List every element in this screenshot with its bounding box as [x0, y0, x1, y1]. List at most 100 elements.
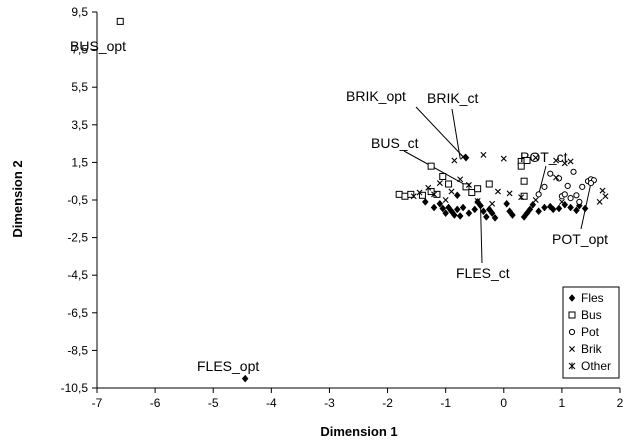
data-point-bus [468, 188, 476, 196]
data-point-fles [436, 199, 444, 208]
data-point-brik [416, 189, 423, 196]
data-point-brik [480, 151, 487, 158]
annotation-label: POT_ct [520, 149, 568, 165]
data-point-bus [520, 177, 528, 185]
data-point-pot [579, 183, 586, 190]
annotation-label: FLES_ct [456, 265, 510, 281]
data-point-bus [462, 183, 470, 191]
data-point-pot [564, 182, 571, 189]
y-tick-label: 3,5 [71, 118, 88, 132]
data-point-brik [436, 180, 443, 187]
data-point-brik [451, 157, 458, 164]
data-point-fles [529, 200, 537, 209]
data-point-fles [491, 213, 499, 222]
data-point-brik [506, 190, 513, 197]
y-tick-label: 5,5 [71, 80, 88, 94]
legend-marker-brik [569, 346, 575, 352]
data-point-fles [453, 191, 461, 200]
x-tick-label: 2 [617, 396, 624, 410]
y-tick-label: -2,5 [67, 231, 88, 245]
data-point-bus [401, 192, 409, 200]
x-tick-label: -6 [150, 396, 161, 410]
legend-label-pot: Pot [581, 325, 600, 339]
legend-label-brik: Brik [581, 342, 603, 356]
data-point-bus [520, 192, 528, 200]
annotation-leader-line [480, 205, 483, 264]
data-point-fles [439, 204, 447, 213]
data-point-brik [442, 197, 449, 203]
y-tick-label: 7,5 [71, 43, 88, 57]
x-axis-title: Dimension 1 [320, 424, 397, 439]
data-point-brik [474, 197, 481, 204]
data-point-bus [433, 190, 441, 198]
data-point-fles [471, 205, 479, 214]
data-point-fles [465, 209, 473, 218]
data-point-brik [596, 198, 603, 205]
data-point-pot [587, 179, 595, 187]
data-point-fles [483, 213, 490, 221]
legend-label-fles: Fles [581, 291, 604, 305]
annotation-leader-line [451, 108, 461, 159]
data-point-fles [451, 211, 458, 219]
data-point-brik [567, 158, 574, 165]
annotation-leader-line [415, 106, 464, 158]
data-point-pot [576, 198, 583, 205]
data-point-pot [573, 192, 580, 199]
data-point-bus [395, 190, 403, 198]
data-point-brik [494, 188, 501, 195]
data-point-brik [532, 154, 539, 161]
data-point-bus [407, 190, 415, 198]
data-point-brik [489, 200, 496, 207]
data-point-brik [558, 198, 565, 205]
data-point-bus [427, 162, 435, 170]
x-tick-label: -7 [92, 396, 103, 410]
data-point-bus [439, 173, 447, 180]
data-point-brik [465, 181, 472, 188]
plot-area: -7 -6 -5 -4 -3 -2 -1 0 1 2 9,5 7,5 5,5 3,5 1,5 -0,5 -2,5… [61, 5, 624, 410]
data-point-fles [555, 204, 563, 213]
data-point-fles [421, 197, 429, 206]
data-point-bus [474, 185, 482, 193]
data-point-brik [457, 176, 464, 183]
x-tick-label: -1 [440, 396, 451, 410]
legend-marker-fles [568, 294, 576, 302]
data-point-bus [485, 180, 493, 188]
x-tick-label: -5 [208, 396, 219, 410]
data-point-fles [480, 207, 487, 216]
data-point-brik [561, 160, 568, 167]
y-tick-label: -10,5 [61, 381, 89, 395]
annotation-leader-line [403, 150, 470, 188]
y-tick-label: -6,5 [67, 306, 88, 320]
y-tick-label: 9,5 [71, 5, 88, 19]
data-point-fles [535, 207, 542, 216]
data-point-fles [573, 206, 580, 215]
y-tick-label: 1,5 [71, 155, 88, 169]
legend-marker-other [568, 362, 576, 370]
y-tick-label: -0,5 [67, 193, 88, 207]
y-tick-label: -4,5 [67, 268, 88, 282]
data-point-bus [445, 180, 453, 188]
data-point-brik [425, 184, 432, 191]
data-point-brik [602, 193, 609, 200]
data-point-brik [431, 191, 438, 198]
annotation-label: POT_opt [552, 231, 608, 247]
data-point-bus [418, 191, 426, 199]
annotation-label: BUS_opt [70, 38, 126, 54]
data-point-fles [453, 205, 461, 214]
data-point-pot [567, 195, 574, 202]
x-tick-label: -4 [266, 396, 277, 410]
data-point-brik [460, 153, 467, 160]
data-point-bus [523, 157, 531, 165]
annotation-leader-line [538, 165, 547, 195]
data-point-brik [500, 155, 507, 162]
data-point-brik [553, 157, 560, 164]
data-point-bus [427, 188, 435, 196]
data-point-pot [535, 191, 542, 198]
data-point-brik [532, 197, 539, 203]
data-point-bus [517, 162, 525, 170]
annotation-label: BUS_ct [371, 135, 419, 151]
data-point-fles [459, 203, 467, 212]
data-point-fles [503, 199, 511, 208]
x-tick-label: 1 [559, 396, 566, 410]
data-point-pot [561, 191, 568, 198]
